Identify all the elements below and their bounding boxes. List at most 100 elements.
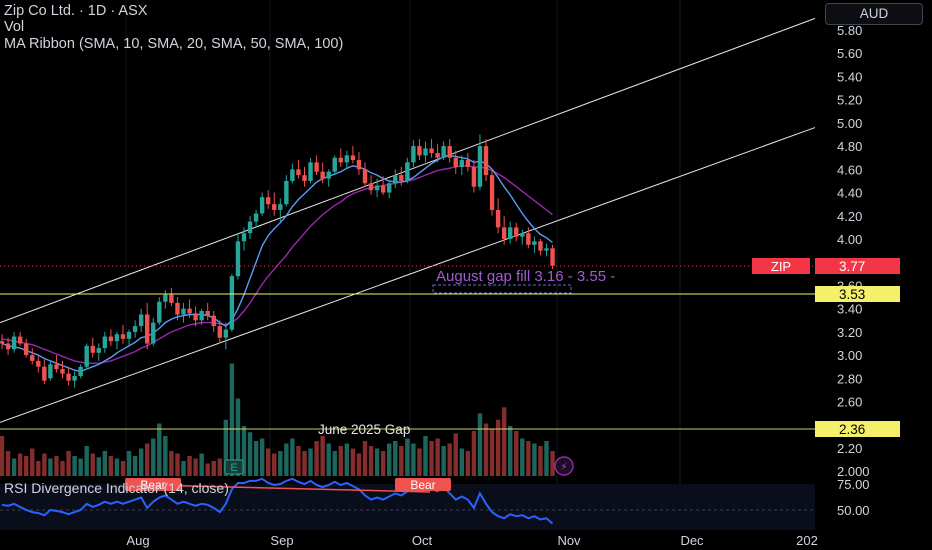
- bear-label-2: Bear: [410, 478, 435, 492]
- candle: [477, 134, 483, 191]
- candle: [151, 317, 156, 346]
- candle: [42, 359, 47, 385]
- candle-body: [96, 348, 101, 353]
- volume-bar: [495, 419, 501, 476]
- price-tick: 4.60: [837, 162, 862, 177]
- candle-body: [374, 185, 380, 191]
- candle: [30, 348, 35, 365]
- candle-body: [102, 336, 108, 349]
- volume-bar: [320, 436, 325, 476]
- candle-body: [538, 241, 543, 251]
- volume-bar: [477, 413, 483, 476]
- candle: [380, 176, 386, 195]
- candle-body: [495, 209, 501, 228]
- volume-bar: [54, 456, 59, 476]
- candle-body: [247, 221, 253, 234]
- volume-bar: [284, 443, 289, 476]
- candle: [429, 139, 434, 158]
- candle-body: [17, 336, 23, 344]
- ma-slow-line: [1, 165, 553, 364]
- bear-label-1-bg: [125, 478, 181, 491]
- candle-body: [193, 313, 198, 321]
- candle: [284, 175, 289, 207]
- volume-histogram: [0, 363, 555, 476]
- volume-bar: [132, 456, 138, 476]
- volume-bar: [241, 426, 247, 476]
- symbol-badge-label: ZIP: [771, 259, 791, 274]
- rsi-tick: 75.00: [837, 477, 870, 492]
- volume-bar: [126, 451, 132, 476]
- candle-body: [477, 146, 483, 187]
- candle: [223, 322, 229, 350]
- volume-bar: [60, 461, 65, 476]
- vol-indicator-label[interactable]: Vol: [4, 19, 25, 35]
- candle: [138, 308, 144, 332]
- candle-body: [42, 366, 47, 381]
- volume-bar: [435, 438, 440, 476]
- volume-bar: [296, 446, 301, 476]
- volume-bar: [483, 423, 489, 476]
- candle-body: [435, 153, 440, 158]
- candle: [96, 343, 101, 361]
- candle-body: [229, 276, 235, 330]
- candle: [24, 338, 29, 358]
- ma-ribbon-label[interactable]: MA Ribbon (SMA, 10, SMA, 20, SMA, 50, SM…: [4, 36, 344, 52]
- candle: [126, 329, 132, 346]
- candle: [259, 192, 265, 216]
- price-tick: 4.00: [837, 232, 862, 247]
- volume-bar: [30, 448, 35, 476]
- volume-bar: [465, 451, 471, 476]
- candle-body: [54, 364, 59, 370]
- volume-bar: [199, 453, 204, 476]
- candle: [157, 297, 162, 325]
- volume-bar: [538, 446, 543, 476]
- candle-body: [417, 146, 422, 156]
- volume-bar: [459, 448, 464, 476]
- volume-bar: [550, 451, 555, 476]
- volume-bar: [259, 438, 265, 476]
- candle: [72, 371, 77, 388]
- candle-body: [296, 169, 301, 176]
- currency-button[interactable]: AUD: [825, 3, 923, 25]
- candle: [120, 324, 126, 344]
- volume-bar: [253, 441, 259, 476]
- volume-bar: [11, 458, 17, 476]
- candle: [520, 229, 525, 245]
- volume-bar: [356, 453, 362, 476]
- candle-body: [84, 345, 89, 367]
- price-tick: 3.40: [837, 302, 862, 317]
- trend-channel: [0, 17, 816, 423]
- volume-bar: [169, 451, 174, 476]
- candle-body: [393, 175, 398, 184]
- volume-bar: [120, 461, 126, 476]
- candle: [435, 143, 440, 163]
- bear-divergence-line: [149, 484, 431, 493]
- dividend-marker-label: ⚡: [560, 462, 567, 473]
- candle-body: [526, 233, 531, 245]
- ma-fast-line: [1, 154, 553, 373]
- volume-bar: [5, 451, 11, 476]
- june-gap-label: June 2025 Gap: [318, 422, 410, 437]
- candle-body: [211, 315, 216, 327]
- candle-body: [459, 160, 464, 168]
- price-tick: 3.00: [837, 348, 862, 363]
- date-tick: 202: [796, 533, 818, 548]
- candle-body: [30, 355, 35, 361]
- candle-body: [302, 175, 307, 181]
- candle-body: [284, 180, 289, 205]
- volume-bar: [441, 446, 446, 476]
- level-badge-353: [815, 286, 900, 302]
- candle: [308, 157, 313, 184]
- volume-bar: [217, 458, 222, 476]
- candle: [465, 153, 471, 172]
- candle: [447, 139, 452, 163]
- candle: [320, 162, 325, 184]
- candle: [290, 163, 295, 184]
- candle: [495, 198, 501, 234]
- candle-body: [423, 148, 428, 156]
- candle: [114, 331, 120, 350]
- price-badges: ZIP 3.77 3.53 2.36: [752, 258, 900, 437]
- candle-body: [181, 308, 186, 315]
- volume-bar: [102, 451, 108, 476]
